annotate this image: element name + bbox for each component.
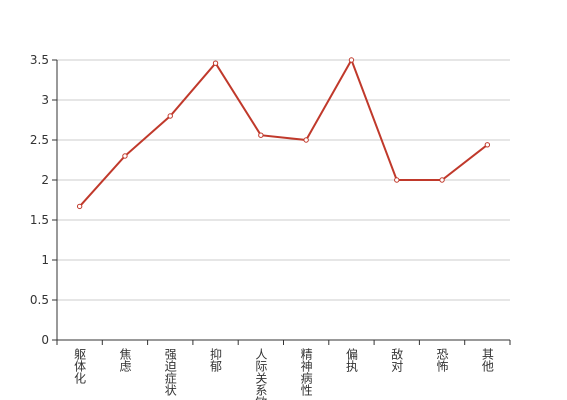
y-tick-label: 2.5 [30, 133, 49, 147]
y-tick-label: 1.5 [30, 213, 49, 227]
y-tick-label: 2 [41, 173, 49, 187]
line [78, 57, 488, 208]
y-tick-label: 1 [41, 253, 49, 267]
x-tick-label: 敌对 [390, 347, 404, 372]
point [394, 177, 400, 183]
point [439, 177, 445, 183]
point [348, 57, 355, 63]
point [167, 113, 173, 119]
y-tick-label: 0.5 [30, 293, 49, 307]
point [76, 203, 83, 210]
x-tick-label: 其他 [480, 348, 494, 372]
point [303, 137, 309, 143]
x-tick-label: 精神病性 [299, 348, 313, 397]
point [212, 60, 219, 66]
x-tick-label: 人际关系敏感 [254, 348, 268, 400]
x-tick-label: 焦虑 [118, 348, 132, 372]
x-tick-label: 躯体化 [73, 347, 87, 385]
x-tick-label: 偏执 [344, 347, 358, 373]
y-tick-label: 3.5 [30, 53, 49, 67]
y-tick-label: 0 [41, 333, 49, 347]
point [258, 132, 264, 138]
point [484, 142, 491, 148]
x-tick-label: 恐怖 [435, 348, 449, 372]
y-tick-label: 3 [41, 93, 49, 107]
point [122, 153, 128, 159]
x-tick-label: 抑郁 [209, 347, 223, 373]
x-tick-label: 强迫症状 [163, 348, 177, 396]
